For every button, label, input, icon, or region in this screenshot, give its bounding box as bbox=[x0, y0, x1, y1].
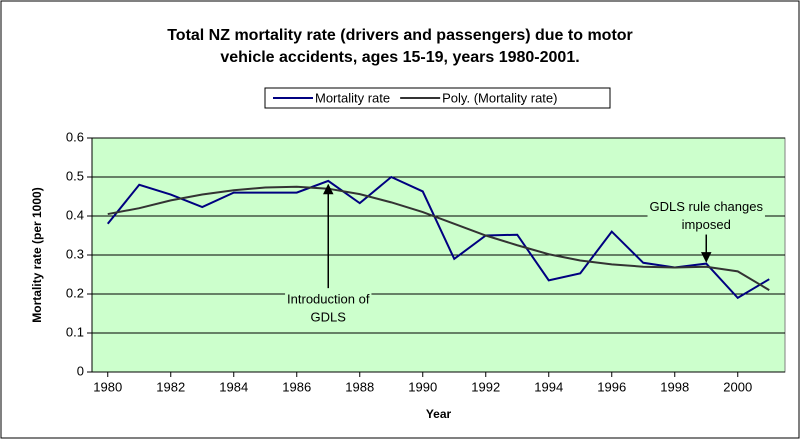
annotation-text: Introduction of bbox=[287, 292, 370, 307]
x-tick-label: 1988 bbox=[345, 379, 374, 394]
annotation-text: imposed bbox=[682, 217, 731, 232]
x-tick-label: 1982 bbox=[156, 379, 185, 394]
annotation-bg bbox=[647, 198, 765, 217]
y-tick-label: 0.5 bbox=[66, 168, 84, 183]
y-tick-label: 0.2 bbox=[66, 285, 84, 300]
y-tick-label: 0.6 bbox=[66, 129, 84, 144]
x-tick-label: 1994 bbox=[534, 379, 563, 394]
x-tick-label: 1986 bbox=[282, 379, 311, 394]
x-tick-label: 1992 bbox=[471, 379, 500, 394]
x-tick-label: 1980 bbox=[93, 379, 122, 394]
y-axis-title: Mortality rate (per 1000) bbox=[30, 187, 44, 322]
legend-label: Poly. (Mortality rate) bbox=[442, 90, 557, 105]
series-line bbox=[106, 175, 770, 300]
annotation-bg bbox=[308, 309, 348, 328]
x-tick-label: 1984 bbox=[219, 379, 248, 394]
x-tick-label: 1996 bbox=[597, 379, 626, 394]
y-tick-label: 0 bbox=[77, 363, 84, 378]
y-tick-label: 0.1 bbox=[66, 324, 84, 339]
legend-label: Mortality rate bbox=[315, 90, 390, 105]
chart-title: Total NZ mortality rate (drivers and pas… bbox=[167, 27, 633, 44]
annotation-bg bbox=[679, 216, 733, 235]
x-tick-label: 2000 bbox=[723, 379, 752, 394]
x-axis-title: Year bbox=[426, 407, 452, 421]
x-tick-label: 1990 bbox=[408, 379, 437, 394]
annotation-text: GDLS rule changes bbox=[650, 199, 764, 214]
annotation-bg bbox=[285, 291, 372, 310]
annotation-text: GDLS bbox=[311, 310, 347, 325]
x-tick-label: 1998 bbox=[660, 379, 689, 394]
series-line bbox=[107, 185, 770, 291]
y-tick-label: 0.3 bbox=[66, 246, 84, 261]
chart-title: vehicle accidents, ages 15-19, years 198… bbox=[220, 49, 579, 66]
y-tick-label: 0.4 bbox=[66, 207, 84, 222]
